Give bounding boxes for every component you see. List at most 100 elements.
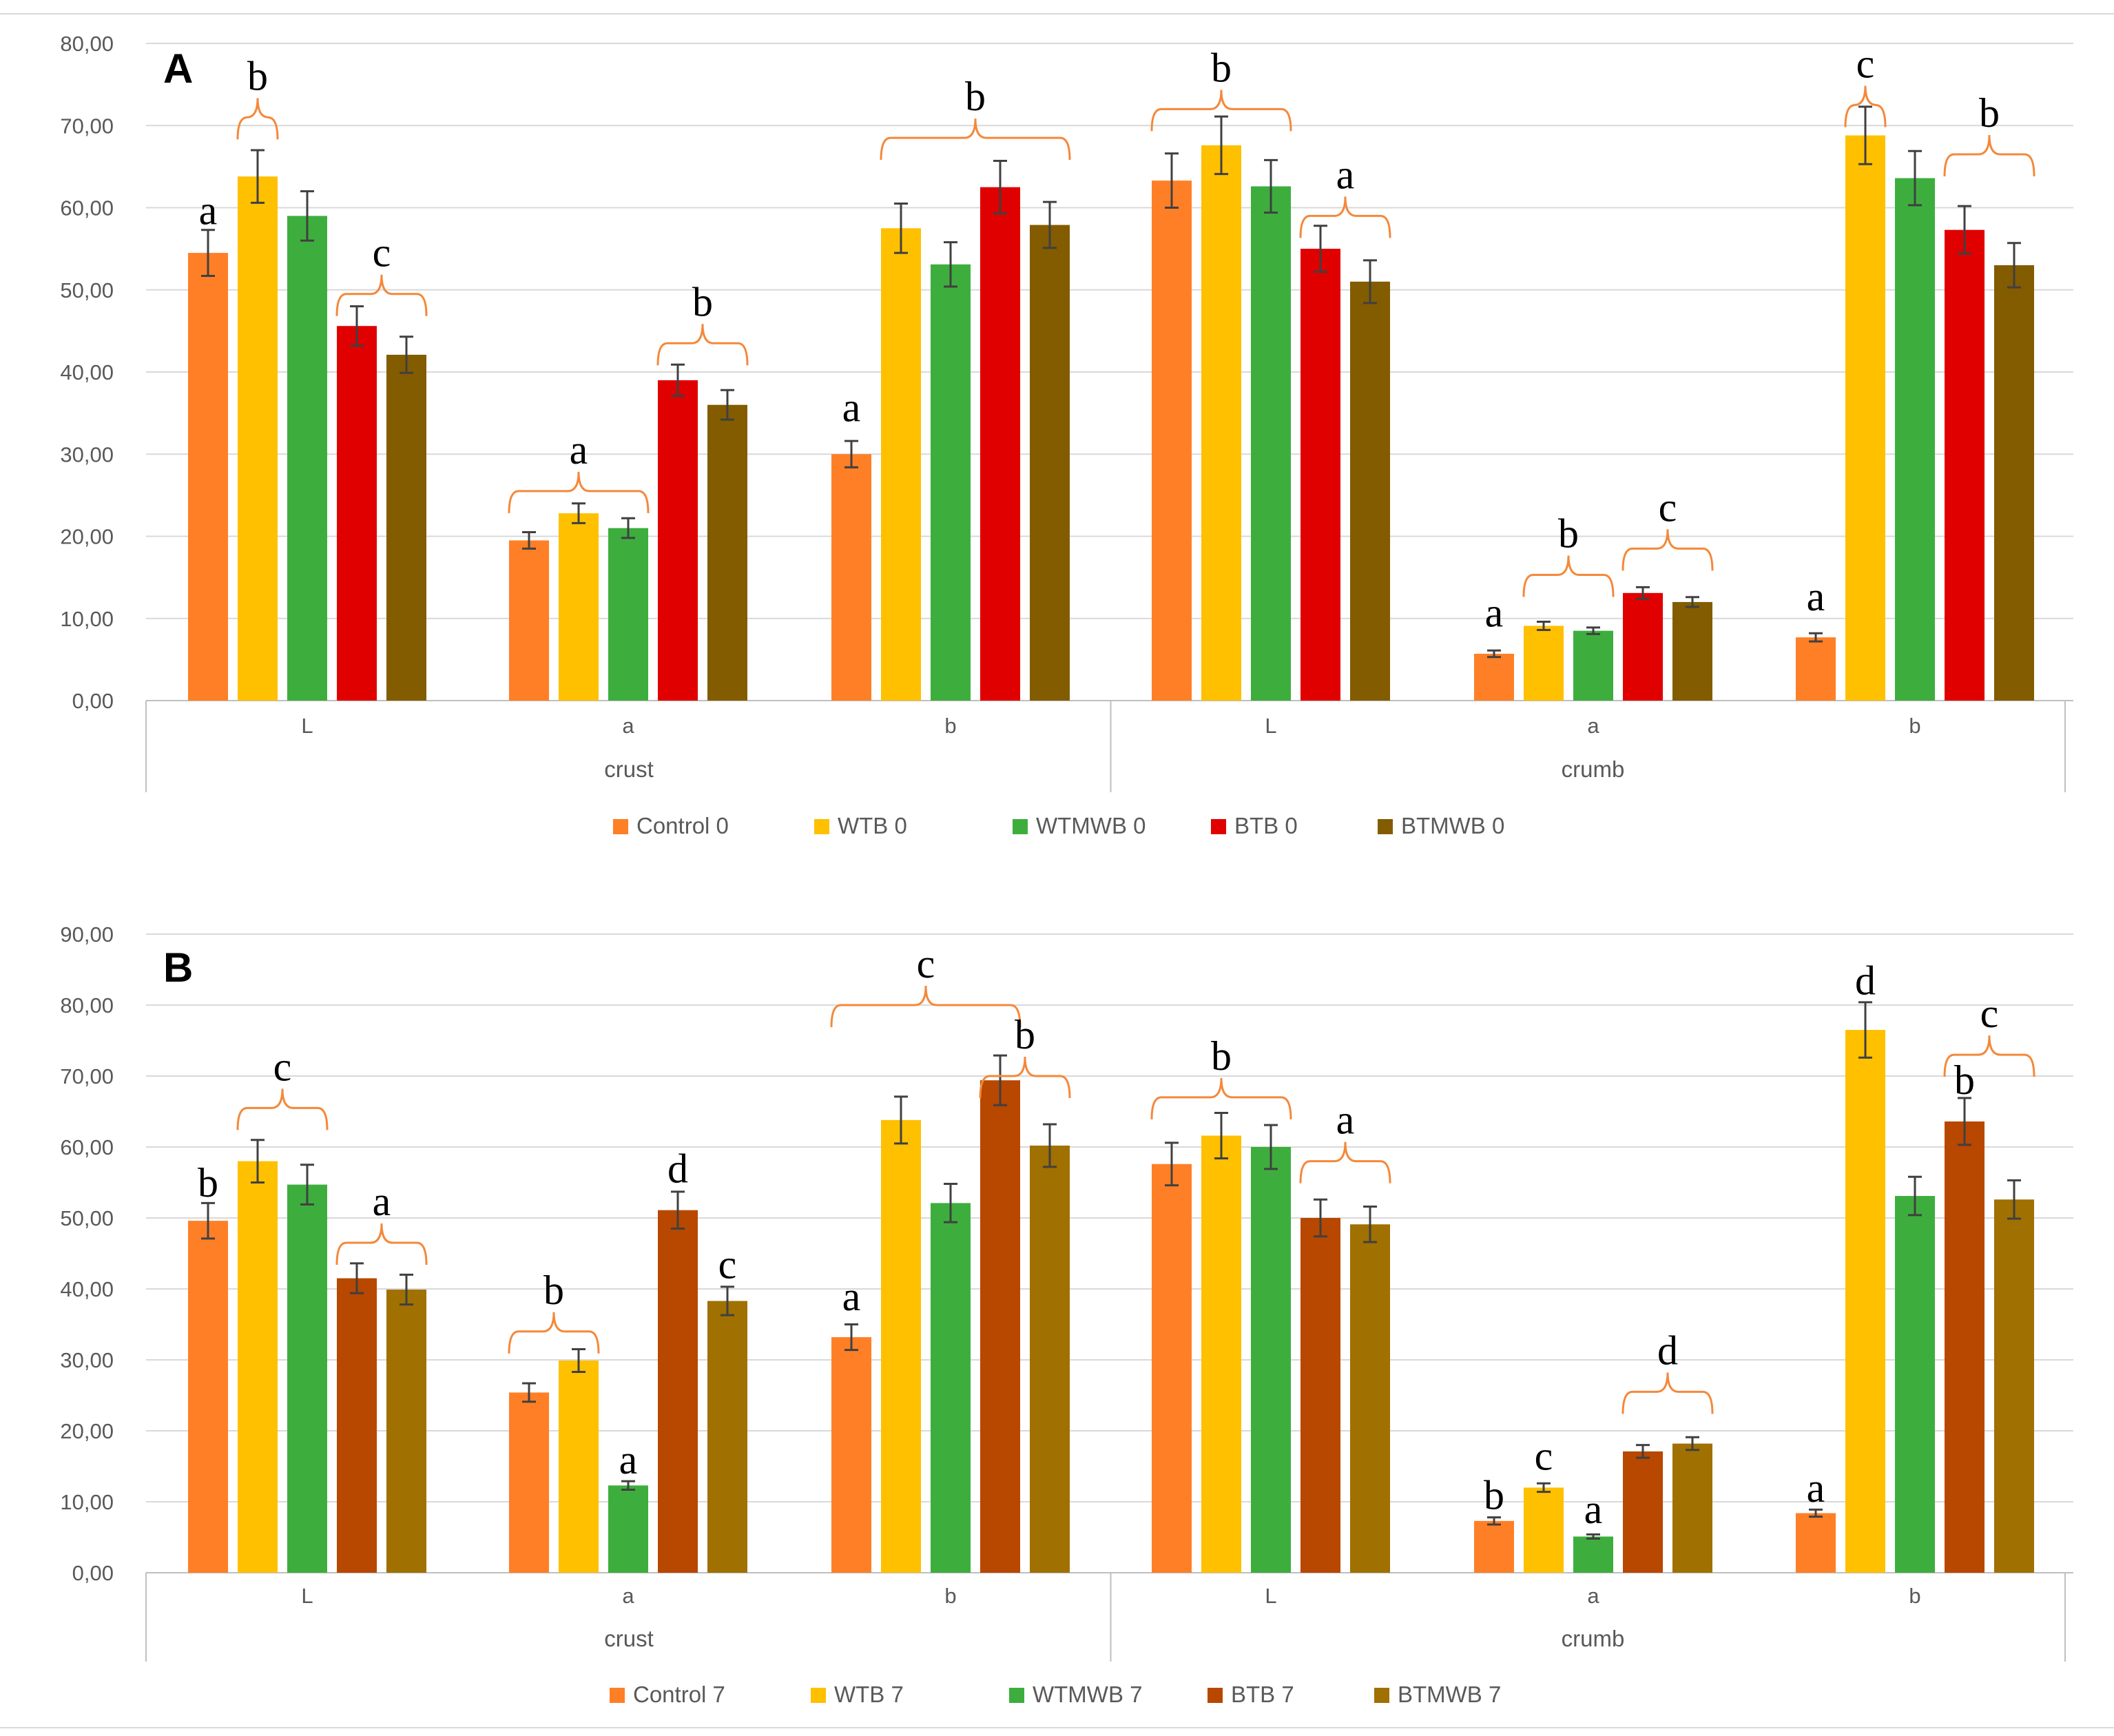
bar (1524, 626, 1564, 701)
bar (1030, 1145, 1070, 1573)
significance-letter: d (1855, 958, 1876, 1004)
bar (1672, 601, 1712, 701)
x-category-label: a (622, 714, 634, 738)
significance-letter: d (1657, 1327, 1678, 1373)
chart-panel-A: 0,00 10,00 20,00 30,00 40,00 50,00 60,00 70,00 8… (60, 32, 2073, 838)
bar (1201, 1135, 1241, 1573)
bar (608, 1485, 648, 1573)
bar (658, 380, 698, 701)
significance-letter: a (1336, 152, 1355, 197)
significance-letter: a (373, 1179, 391, 1224)
x-group-label: crust (604, 1626, 654, 1651)
legend-swatch (613, 819, 628, 834)
bar (831, 454, 871, 701)
significance-letter: c (1659, 484, 1677, 530)
bar (831, 1337, 871, 1573)
y-tick-label: 70,00 (60, 1064, 114, 1088)
legend-swatch (610, 1688, 625, 1703)
significance-brace (508, 1312, 600, 1354)
bar (1845, 135, 1885, 701)
x-category-label: L (1265, 714, 1276, 738)
bar (1573, 1536, 1613, 1573)
significance-letter: a (1485, 590, 1504, 636)
bar (707, 404, 747, 701)
x-group-label: crumb (1562, 756, 1625, 782)
legend-swatch (1211, 819, 1226, 834)
panel-label: A (163, 45, 193, 92)
y-tick-label: 20,00 (60, 525, 114, 549)
significance-letter: b (1979, 90, 2000, 136)
significance-brace (1522, 555, 1615, 597)
legend-entry: BTMWB 7 (1398, 1682, 1501, 1707)
significance-letter: a (619, 1437, 638, 1482)
y-tick-label: 80,00 (60, 993, 114, 1017)
x-group-label: crust (604, 756, 654, 782)
bar (980, 187, 1020, 701)
bar (1350, 1224, 1390, 1573)
significance-brace (1844, 85, 1887, 127)
significance-brace (236, 98, 279, 140)
bar (1796, 1513, 1836, 1573)
significance-letter: c (373, 230, 391, 276)
significance-letter: a (570, 427, 588, 473)
significance-letter: b (1211, 1033, 1232, 1079)
significance-brace (1943, 1035, 2035, 1077)
significance-brace (335, 1223, 428, 1265)
bar (1300, 249, 1340, 701)
bar (931, 1203, 971, 1573)
significance-letter: d (667, 1146, 688, 1192)
y-tick-label: 40,00 (60, 1277, 114, 1301)
significance-letter: c (718, 1242, 737, 1288)
bar (1524, 1487, 1564, 1573)
bar (1796, 637, 1836, 701)
bar (337, 1278, 377, 1573)
bar (1672, 1443, 1712, 1573)
significance-letter: b (1558, 511, 1579, 557)
x-category-label: L (301, 1584, 313, 1608)
bar (559, 1361, 599, 1573)
legend-entry: BTB 7 (1231, 1682, 1294, 1707)
bar (188, 253, 228, 701)
bar (881, 1119, 921, 1573)
legend-swatch (1378, 819, 1393, 834)
bar (980, 1080, 1020, 1573)
bar (1350, 281, 1390, 701)
x-category-label: a (622, 1584, 634, 1608)
significance-brace (1299, 1141, 1391, 1184)
bar (188, 1221, 228, 1573)
significance-brace (1150, 90, 1292, 132)
significance-letter: c (273, 1044, 292, 1089)
legend-entry: BTMWB 0 (1401, 813, 1504, 838)
bar (658, 1210, 698, 1573)
significance-letter: b (692, 279, 713, 324)
y-tick-label: 0,00 (72, 1561, 114, 1585)
y-tick-label: 50,00 (60, 1206, 114, 1230)
x-category-label: b (944, 714, 956, 738)
significance-letter: b (198, 1160, 218, 1206)
legend-swatch (1208, 1688, 1223, 1703)
bar (1845, 1030, 1885, 1573)
significance-letter: b (1484, 1472, 1504, 1518)
legend-swatch (1013, 819, 1028, 834)
y-tick-label: 90,00 (60, 922, 114, 947)
legend-entry: WTMWB 0 (1036, 813, 1146, 838)
significance-brace (979, 1056, 1071, 1099)
significance-letter: a (842, 385, 861, 431)
x-category-label: b (944, 1584, 956, 1608)
significance-brace (236, 1088, 329, 1130)
significance-letter: c (1535, 1434, 1553, 1479)
y-tick-label: 0,00 (72, 689, 114, 713)
significance-letter: a (1584, 1487, 1603, 1532)
bar (1994, 265, 2034, 701)
bar (287, 1184, 327, 1573)
bar (1573, 630, 1613, 701)
legend-entry: Control 7 (633, 1682, 725, 1707)
y-tick-label: 10,00 (60, 1490, 114, 1514)
significance-letter: c (917, 941, 935, 986)
x-category-label: a (1587, 1584, 1599, 1608)
significance-letter: c (1856, 41, 1875, 86)
bar (1474, 1520, 1514, 1573)
significance-letter: a (199, 187, 218, 233)
bar (386, 1290, 426, 1573)
